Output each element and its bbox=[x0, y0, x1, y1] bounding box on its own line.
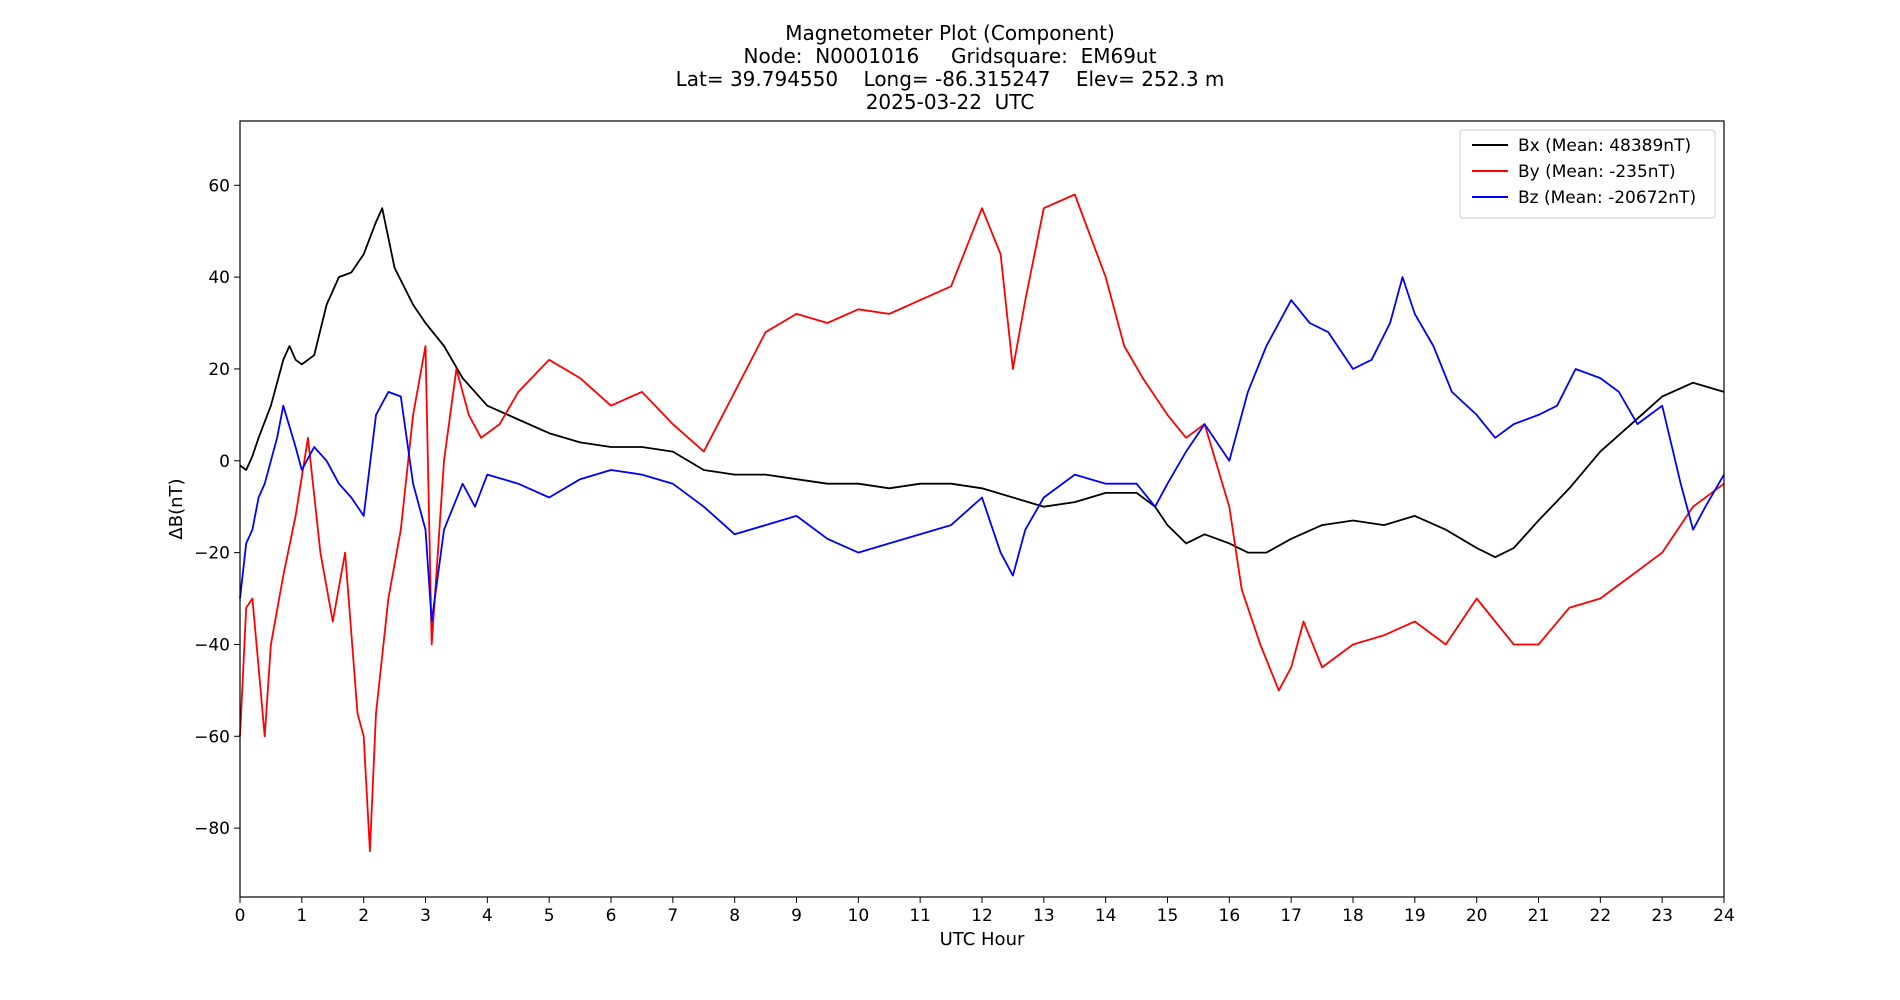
x-tick-label: 2 bbox=[358, 906, 369, 926]
x-tick-label: 17 bbox=[1280, 906, 1302, 926]
y-tick-label: 60 bbox=[208, 176, 230, 196]
x-tick-label: 12 bbox=[971, 906, 993, 926]
plot-area-frame bbox=[239, 120, 1725, 898]
y-axis-label: ΔB(nT) bbox=[166, 478, 187, 539]
y-tick-label: 0 bbox=[219, 452, 230, 472]
x-tick-label: 21 bbox=[1528, 906, 1550, 926]
x-axis-ticks: 0 1 2 3 4 5 6 7 8 9 10 11 12 13 14 15 16 17 18 19 20 21 22 23 24 bbox=[235, 897, 1735, 926]
x-tick-label: 9 bbox=[791, 906, 802, 926]
x-tick-label: 20 bbox=[1466, 906, 1488, 926]
y-tick-label: 20 bbox=[208, 360, 230, 380]
chart-titles: Magnetometer Plot (Component) Node: N000… bbox=[0, 22, 1900, 114]
x-tick-label: 8 bbox=[729, 906, 740, 926]
x-tick-label: 14 bbox=[1095, 906, 1117, 926]
legend: Bx (Mean: 48389nT) By (Mean: -235nT) Bz (M… bbox=[1459, 129, 1716, 219]
y-tick-label: −40 bbox=[194, 635, 230, 655]
y-axis-ticks: −80 −60 −40 −20 0 20 40 60 bbox=[194, 176, 240, 839]
x-tick-label: 3 bbox=[420, 906, 431, 926]
x-tick-label: 6 bbox=[606, 906, 617, 926]
x-tick-label: 10 bbox=[848, 906, 870, 926]
series-line-bz bbox=[239, 276, 1725, 623]
x-tick-label: 23 bbox=[1651, 906, 1673, 926]
legend-label: By (Mean: -235nT) bbox=[1518, 162, 1676, 182]
x-tick-label: 18 bbox=[1342, 906, 1364, 926]
x-tick-label: 7 bbox=[667, 906, 678, 926]
x-tick-label: 0 bbox=[235, 906, 246, 926]
x-tick-label: 11 bbox=[909, 906, 931, 926]
series-line-bx bbox=[239, 207, 1725, 559]
chart-title: Magnetometer Plot (Component) bbox=[785, 21, 1115, 45]
x-tick-label: 24 bbox=[1713, 906, 1735, 926]
x-axis-label: UTC Hour bbox=[940, 929, 1025, 950]
x-tick-label: 13 bbox=[1033, 906, 1055, 926]
y-tick-label: 40 bbox=[208, 268, 230, 288]
chart-subtitle-date: 2025-03-22 UTC bbox=[865, 90, 1035, 114]
x-tick-label: 16 bbox=[1219, 906, 1241, 926]
x-tick-label: 4 bbox=[482, 906, 493, 926]
x-tick-label: 19 bbox=[1404, 906, 1426, 926]
y-tick-label: −80 bbox=[194, 819, 230, 839]
legend-box bbox=[1459, 129, 1716, 219]
y-tick-label: −20 bbox=[194, 544, 230, 564]
x-tick-label: 5 bbox=[544, 906, 555, 926]
series-line-by bbox=[239, 193, 1725, 852]
x-tick-label: 1 bbox=[296, 906, 307, 926]
chart-subtitle-location: Lat= 39.794550 Long= -86.315247 Elev= 25… bbox=[675, 67, 1225, 91]
legend-label: Bx (Mean: 48389nT) bbox=[1518, 136, 1691, 156]
y-tick-label: −60 bbox=[194, 727, 230, 747]
x-tick-label: 15 bbox=[1157, 906, 1179, 926]
legend-label: Bz (Mean: -20672nT) bbox=[1518, 188, 1696, 208]
chart-subtitle-node: Node: N0001016 Gridsquare: EM69ut bbox=[743, 44, 1157, 68]
series-layer bbox=[239, 193, 1725, 852]
x-tick-label: 22 bbox=[1590, 906, 1612, 926]
